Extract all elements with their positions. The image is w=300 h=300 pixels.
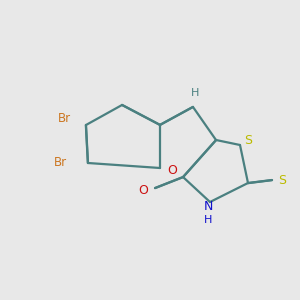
Text: Br: Br: [53, 155, 67, 169]
Text: S: S: [244, 134, 252, 146]
Text: Br: Br: [57, 112, 70, 124]
Text: H: H: [191, 88, 199, 98]
Text: H: H: [204, 215, 212, 225]
Text: S: S: [278, 173, 286, 187]
Text: O: O: [167, 164, 177, 176]
Text: N: N: [203, 200, 213, 214]
Text: O: O: [138, 184, 148, 196]
